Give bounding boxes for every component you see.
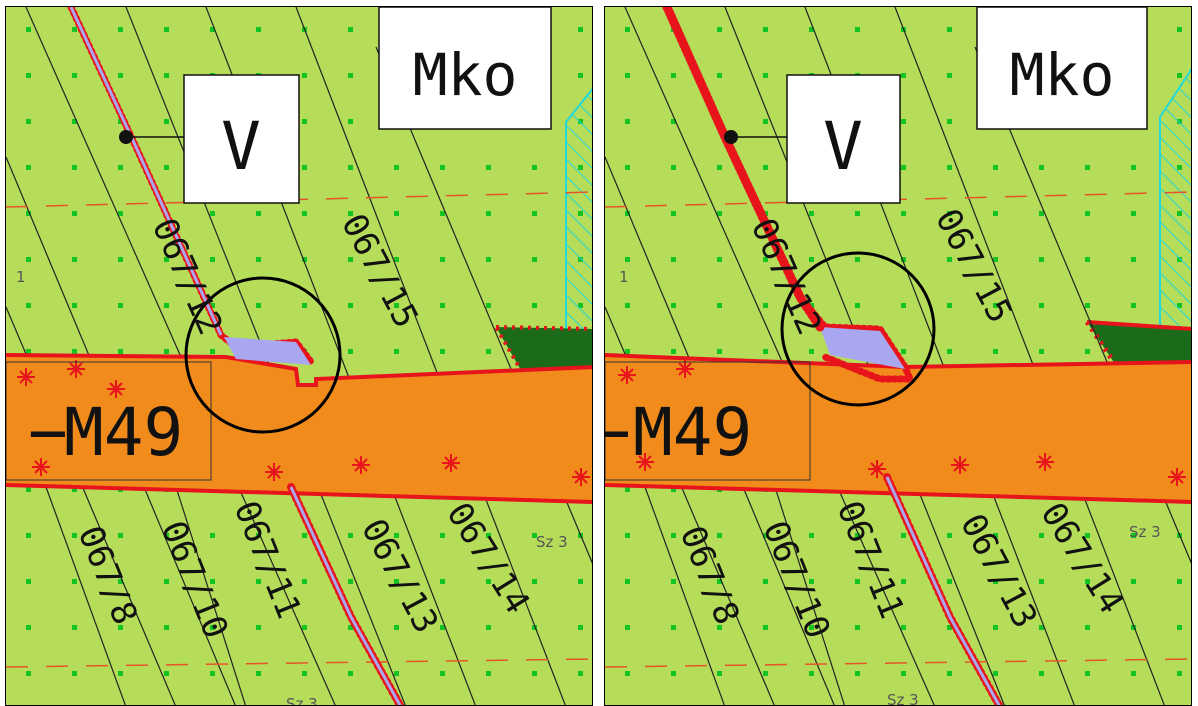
road-edge-bottom <box>605 483 1191 504</box>
small-label-one: 1 <box>16 268 26 286</box>
highlight-circle <box>184 276 342 434</box>
zone-label-mko: Mko <box>413 41 518 109</box>
zone-label-v: V <box>823 108 863 185</box>
road-label: M49 <box>633 394 752 471</box>
map-panel-right: − M49 Mko V 067/15 067/12 067/8 067/10 0… <box>604 6 1192 706</box>
channel-upper <box>662 7 825 332</box>
channel-lower <box>885 476 1001 705</box>
forest-edge <box>1086 320 1191 331</box>
road-edge-top <box>6 353 592 387</box>
zone-box-mko <box>976 7 1148 130</box>
road-edge-bottom <box>6 483 592 504</box>
dash-line-bottom <box>605 658 1191 668</box>
highlight-circle <box>780 251 936 407</box>
zone-box-v <box>183 74 300 204</box>
road-label: M49 <box>64 394 183 471</box>
zone-box-mko <box>378 7 552 130</box>
small-label-sz-right: Sz 3 <box>1129 523 1161 541</box>
channel-widening <box>820 327 905 369</box>
road-label-frame <box>6 361 212 481</box>
dash-line-top <box>6 191 592 208</box>
forest-patch <box>492 324 592 381</box>
small-label-sz-bottom: Sz 3 <box>286 695 318 706</box>
road-band <box>6 355 592 502</box>
zone-label-v: V <box>221 108 261 185</box>
channel-lower <box>289 486 402 705</box>
map-canvas-left: − M49 Mko V 067/15 067/12 067/8 067/10 0… <box>6 7 592 706</box>
road-dash: − <box>28 394 68 471</box>
map-panel-left: − M49 Mko V 067/15 067/12 067/8 067/10 0… <box>5 6 593 706</box>
road-label-frame <box>605 361 811 481</box>
zone-label-mko: Mko <box>1010 41 1115 109</box>
zone-box-v <box>786 74 901 204</box>
small-label-sz-bottom: Sz 3 <box>887 691 919 706</box>
dash-line-bottom <box>6 658 592 668</box>
road-dash: − <box>605 394 631 471</box>
map-canvas-right: − M49 Mko V 067/15 067/12 067/8 067/10 0… <box>605 7 1191 706</box>
road-stars <box>618 360 1186 486</box>
small-label-sz-right: Sz 3 <box>536 533 568 551</box>
channel-upper <box>69 7 223 336</box>
road-stars <box>17 360 590 486</box>
channel-widening <box>224 337 311 365</box>
small-label-one: 1 <box>619 268 629 286</box>
